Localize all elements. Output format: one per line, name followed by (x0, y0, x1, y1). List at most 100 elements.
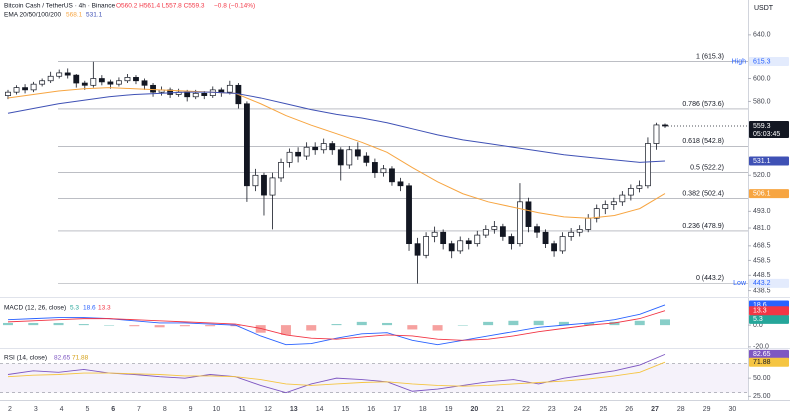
macd-histogram-bar (154, 325, 165, 328)
x-tick-label: 23 (548, 406, 556, 413)
y-tick-label: 25.00 (753, 393, 771, 400)
fib-label: 0.382 (502.4) (682, 190, 724, 197)
axis-unit: USDT (754, 5, 774, 12)
x-tick-label: 6 (111, 406, 115, 413)
x-tick-label: 19 (445, 406, 453, 413)
macd-histogram-bar (407, 325, 418, 330)
candle-body (397, 181, 404, 187)
y-tick-label: 468.5 (753, 243, 771, 250)
candle-body (81, 82, 88, 86)
macd-histogram-bar (205, 325, 216, 327)
candle-body (508, 236, 515, 245)
macd-title: MACD (12, 26, close) (4, 305, 66, 312)
last-price-label: 559.3 (753, 123, 771, 130)
macd-histogram-bar (483, 321, 494, 326)
ema-tag (749, 156, 789, 166)
high-label: High (732, 58, 747, 65)
macd-histogram-bar (533, 320, 544, 326)
candle-body (559, 236, 566, 252)
x-tick-label: 18 (419, 406, 427, 413)
candle-body (329, 143, 336, 151)
candle-body (278, 162, 284, 179)
candle-body (64, 72, 71, 76)
y-tick-label: 50.00 (753, 375, 771, 382)
macd-histogram-bar (660, 319, 670, 326)
fib-label: 1 (615.3) (696, 53, 724, 60)
candle-body (636, 185, 643, 189)
candle-body (320, 143, 327, 151)
ema-tag (749, 189, 789, 199)
candle-body (499, 226, 506, 237)
candle-body (525, 201, 532, 227)
macd-tag-label: 13.3 (753, 308, 767, 315)
rsi-tag-label: 82.65 (753, 351, 771, 358)
candle-body (371, 162, 378, 174)
macd-histogram-bar (53, 322, 64, 326)
ema-legend-value: 531.1 (86, 12, 103, 19)
rsi-legend-value: 82.65 (54, 355, 71, 362)
macd-histogram-bar (129, 325, 140, 327)
low-label: Low (733, 280, 747, 287)
candle-body (627, 188, 634, 196)
macd-tag-label: 18.6 (753, 302, 767, 309)
candle-body (39, 80, 46, 85)
x-tick-label: 2 (8, 406, 12, 413)
candle-body (457, 240, 464, 252)
candle-body (431, 231, 438, 237)
x-tick-label: 29 (703, 406, 711, 413)
candle-body (406, 185, 412, 245)
candle-body (295, 151, 302, 157)
y-tick-label: 0.0 (753, 322, 763, 329)
x-tick-label: 11 (239, 406, 246, 413)
macd-histogram-bar (609, 321, 620, 326)
x-tick-label: 17 (393, 406, 401, 413)
candle-body (551, 243, 557, 252)
candle-body (150, 84, 156, 93)
candle-body (380, 168, 387, 174)
ema-line (7, 87, 666, 219)
candle-body (465, 240, 472, 245)
ema-line (7, 91, 666, 163)
candle-body (312, 146, 319, 151)
candle-body (252, 174, 259, 187)
macd-histogram-bar (280, 325, 291, 335)
macd-histogram-bar (78, 324, 89, 326)
macd-histogram-bar (179, 325, 190, 327)
candle-body (56, 72, 63, 77)
macd-hist-tag-label: 5.3 (753, 316, 763, 323)
candle-body (585, 217, 592, 230)
candle-body (346, 149, 353, 166)
price-change: −0.8 (−0.14%) (214, 3, 255, 10)
candle-body (482, 229, 489, 236)
candle-body (517, 201, 523, 245)
candle-body (389, 168, 395, 183)
x-tick-label: 30 (729, 406, 737, 413)
high-tag-label: 615.3 (753, 58, 771, 65)
candle-body (542, 231, 549, 245)
candle-body (269, 177, 276, 196)
y-tick-label: 640.0 (753, 32, 771, 39)
candle-body (22, 87, 28, 91)
rsi-band (0, 363, 748, 393)
candle-body (98, 78, 105, 83)
macd-legend-value: 18.6 (83, 305, 96, 312)
candle-body (363, 155, 370, 163)
candle-body (414, 243, 421, 256)
macd-histogram-bar (432, 325, 443, 331)
x-tick-label: 14 (316, 406, 324, 413)
macd-histogram-bar (558, 321, 569, 326)
candle-body (474, 234, 481, 245)
candle-body (440, 231, 447, 245)
candle-body (286, 151, 293, 163)
x-tick-label: 9 (189, 406, 193, 413)
rsi-legend-value: 71.88 (72, 355, 89, 362)
macd-histogram-bar (508, 320, 519, 326)
rsi-title: RSI (14, close) (4, 355, 47, 362)
candle-body (610, 201, 617, 205)
rsi-line (7, 361, 666, 387)
rsi-tag (749, 357, 789, 367)
